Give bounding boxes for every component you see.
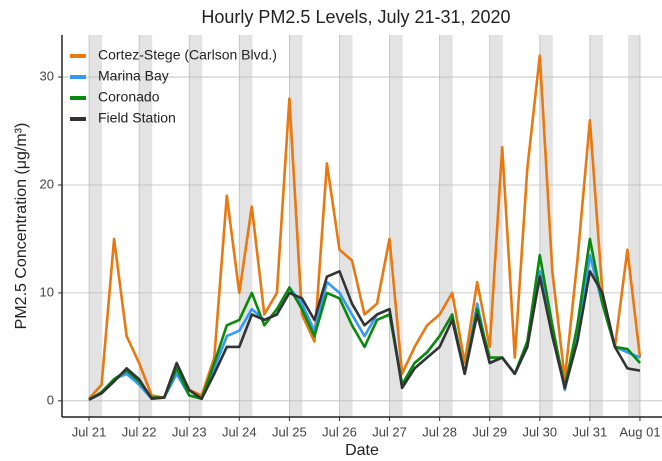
x-tick-label: Aug 01 [619,424,660,439]
y-tick-label: 30 [40,69,54,84]
chart-title: Hourly PM2.5 Levels, July 21-31, 2020 [201,7,510,27]
x-tick-label: Jul 31 [573,424,608,439]
night-band [439,35,453,417]
series-line [88,237,641,401]
x-tick-label: Jul 23 [172,424,207,439]
legend-label: Coronado [98,89,160,105]
night-band [139,35,153,417]
x-tick-label: Jul 21 [72,424,107,439]
series-line [88,270,641,401]
x-axis-title: Date [345,442,379,459]
x-tick-label: Jul 29 [472,424,507,439]
x-tick-label: Jul 30 [522,424,557,439]
x-tick-label: Jul 22 [122,424,157,439]
y-axis-title: PM2.5 Concentration (μg/m³) [13,123,30,330]
x-tick-label: Jul 28 [422,424,457,439]
legend-label: Marina Bay [98,68,169,84]
x-tick-label: Jul 27 [372,424,407,439]
y-tick-label: 20 [40,176,54,191]
legend-label: Cortez-Stege (Carlson Blvd.) [98,47,277,63]
night-band [89,35,103,417]
y-tick-label: 0 [47,392,54,407]
x-tick-label: Jul 26 [322,424,357,439]
night-band [239,35,253,417]
x-tick-label: Jul 24 [222,424,257,439]
x-tick-label: Jul 25 [272,424,307,439]
y-tick-label: 10 [40,284,54,299]
night-band [189,35,203,417]
legend-label: Field Station [98,110,176,126]
night-band [339,35,353,417]
